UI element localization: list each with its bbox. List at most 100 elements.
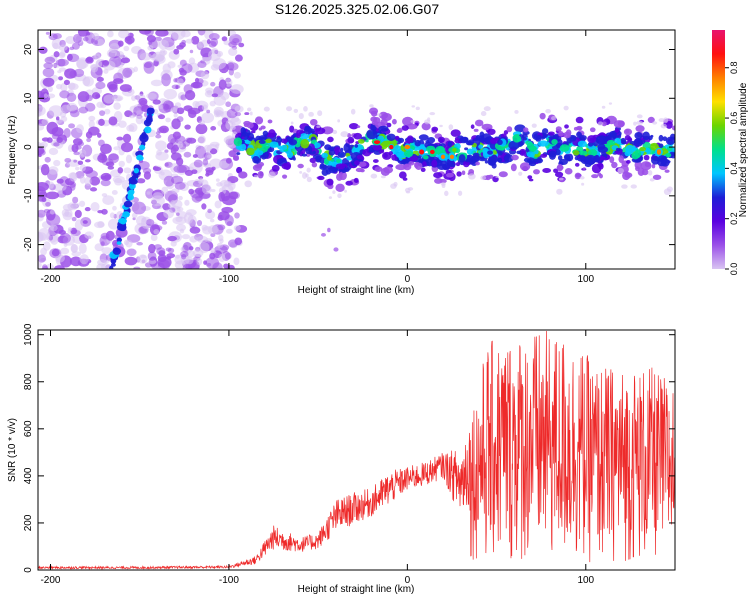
spectrogram-cell: [422, 155, 429, 160]
spectrogram-cell: [196, 235, 208, 243]
spectrogram-cell: [127, 189, 134, 197]
spectrogram-cell: [535, 157, 544, 164]
spectrogram-cell: [123, 200, 133, 208]
spectrogram-cell: [263, 106, 270, 112]
spectrogram-cell: [542, 128, 549, 135]
spectrogram-cell: [452, 147, 457, 152]
spectrogram-cell: [386, 122, 392, 128]
spectrogram-cell: [77, 141, 85, 147]
x-tick-label: 100: [577, 575, 594, 586]
spectrogram-cell: [55, 58, 69, 67]
spectrogram-cell: [456, 171, 462, 177]
spectrogram-cell: [223, 180, 232, 187]
spectrogram-cell: [46, 121, 59, 135]
spectrogram-cell: [210, 126, 217, 131]
spectrogram-cell: [191, 35, 200, 45]
spectrogram-cell: [136, 178, 146, 184]
spectrogram-cell: [131, 201, 147, 215]
spectrogram-cell: [151, 195, 165, 207]
spectrogram-cell: [78, 106, 89, 114]
spectrogram-cell: [74, 219, 84, 231]
spectrogram-cell: [170, 152, 182, 161]
spectrogram-cell: [468, 173, 476, 180]
spectrogram-cell: [448, 124, 454, 131]
spectrogram-cell: [48, 33, 58, 41]
spectrogram-cell: [369, 104, 374, 108]
x-tick-label: 0: [405, 274, 411, 285]
spectrogram-cell: [454, 136, 459, 141]
spectrogram-cell: [220, 91, 230, 101]
spectrogram-cell: [512, 134, 522, 143]
spectrogram-cell: [67, 181, 77, 189]
spectrogram-cell: [145, 218, 155, 226]
spectrogram-cell: [371, 111, 378, 117]
x-tick-label: 100: [577, 274, 594, 285]
spectrogram-cell: [527, 175, 533, 180]
spectrogram-cell: [242, 129, 246, 133]
spectrogram-cell: [526, 142, 535, 150]
spectrogram-cell: [228, 150, 237, 158]
colorbar: 0.0 0.2 0.4 0.6 0.8 Normalized spectral ampl…: [712, 30, 749, 275]
spectrogram-cell: [398, 171, 407, 179]
spectrogram-cell: [184, 199, 190, 206]
spectrogram-cell: [564, 124, 569, 129]
spectrogram-cell: [297, 163, 304, 169]
spectrogram-cell: [643, 154, 650, 161]
spectrogram-cell: [84, 231, 94, 239]
spectrogram-cell: [221, 206, 234, 213]
spectrogram-cell: [353, 177, 359, 183]
spectrogram-cell: [671, 125, 675, 131]
spectrogram-cell: [156, 247, 166, 255]
spectrogram-cell: [133, 266, 141, 269]
spectrogram-cell: [258, 162, 265, 167]
spectrogram-cell: [38, 228, 50, 241]
spectrogram-cell: [345, 152, 351, 157]
spectrogram-cell: [523, 127, 529, 133]
spectrogram-cell: [157, 104, 164, 109]
spectrogram-cell: [196, 219, 203, 227]
spectrogram-cell: [58, 44, 68, 51]
spectrogram-cell: [650, 142, 659, 151]
spectrogram-cell: [205, 210, 216, 220]
spectrogram-cell: [555, 126, 562, 132]
spectrogram-cell: [112, 247, 121, 255]
spectrogram-cell: [131, 95, 137, 101]
spectrogram-cell: [327, 136, 334, 143]
spectrogram-cell: [125, 154, 133, 164]
spectrogram-cell: [665, 120, 673, 129]
spectrogram-cell: [268, 171, 276, 178]
spectrogram-cell: [189, 226, 201, 234]
spectrogram-cell: [483, 106, 491, 112]
spectrogram-cell: [39, 191, 48, 198]
spectrogram-cell: [634, 149, 642, 159]
spectrogram-cell: [208, 33, 220, 41]
spectrogram-cell: [415, 106, 420, 111]
spectrogram-cell: [98, 139, 105, 147]
spectrogram-cell: [326, 178, 334, 186]
spectrogram-cell: [159, 50, 166, 57]
spectrogram-cell: [49, 224, 58, 232]
spectrogram-cell: [243, 120, 251, 126]
y-tick-label: 10: [23, 92, 34, 104]
spectrogram-cell: [353, 132, 362, 140]
spectrogram-cell: [170, 107, 178, 113]
spectrogram-cell: [545, 108, 551, 114]
spectrogram-cell: [42, 67, 55, 78]
colorbar-tick-label: 0.8: [729, 61, 739, 74]
spectrogram-cell: [327, 227, 331, 233]
snr-x-axis-label: Height of straight line (km): [298, 584, 415, 595]
spectrogram-cell: [325, 167, 332, 175]
spectrogram-cell: [300, 138, 310, 149]
spectrogram-cell: [321, 233, 326, 237]
spectrogram-cell: [642, 131, 650, 141]
spectrogram-cell: [276, 136, 283, 143]
spectrogram-cell: [196, 258, 203, 266]
spectrogram-cell: [171, 30, 186, 40]
y-tick-label: 0: [23, 144, 34, 150]
spectrogram-cell: [393, 145, 401, 152]
spectrogram-cell: [208, 40, 217, 48]
spectrogram-cell: [218, 234, 224, 242]
spectrogram-cell: [157, 127, 165, 134]
spectrogram-cell: [233, 257, 240, 266]
spectrogram-cell: [148, 243, 156, 254]
